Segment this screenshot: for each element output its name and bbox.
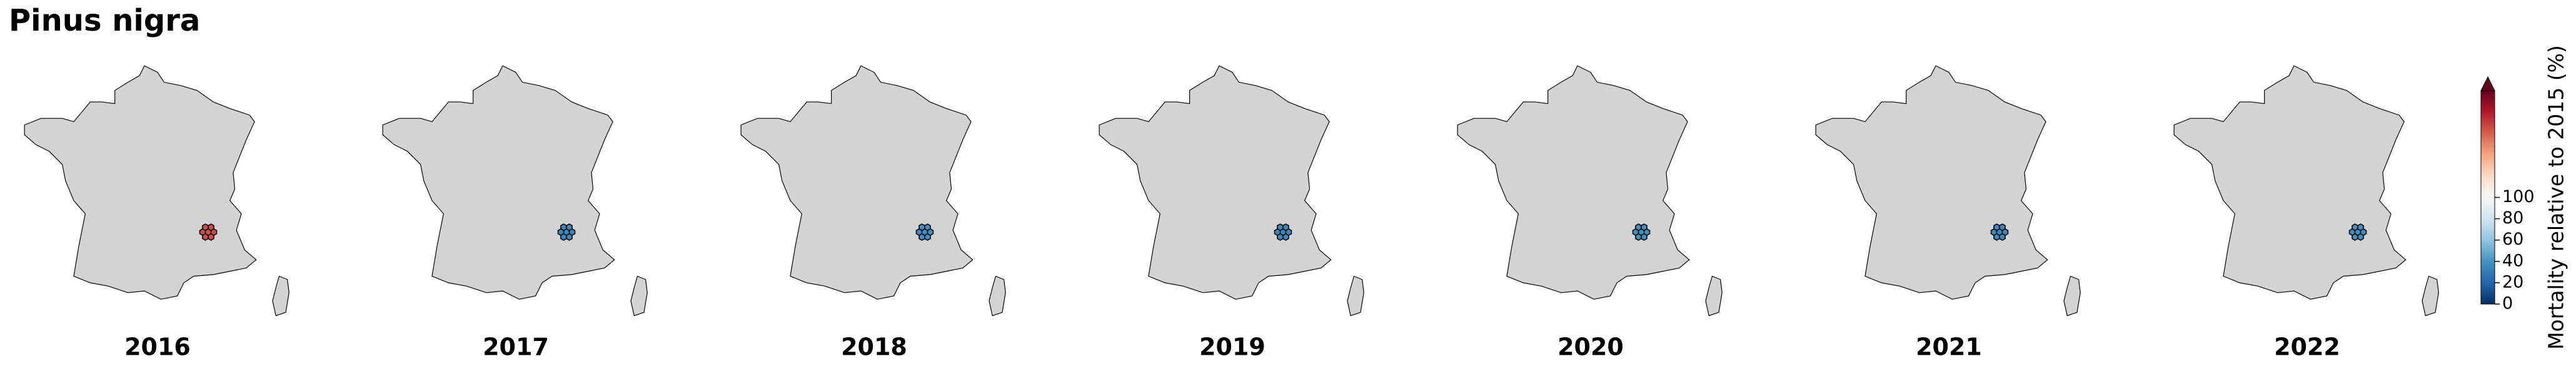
basemap xyxy=(1098,64,1365,317)
hex-cell-cluster xyxy=(1274,223,1292,241)
basemap xyxy=(381,64,648,317)
corsica-outline xyxy=(2421,275,2440,317)
year-label: 2017 xyxy=(483,333,549,361)
colorbar-body xyxy=(2480,90,2495,305)
map-panel: 2016 xyxy=(23,64,290,361)
year-label: 2016 xyxy=(124,333,191,361)
basemap xyxy=(23,64,290,317)
france-outline xyxy=(2173,64,2407,300)
france-outline xyxy=(1098,64,1332,300)
corsica-outline xyxy=(988,275,1007,317)
map-panel: 2017 xyxy=(381,64,648,361)
year-label: 2020 xyxy=(1557,333,1624,361)
map-panel: 2022 xyxy=(2173,64,2440,361)
basemap xyxy=(2173,64,2440,317)
hex-cell-cluster xyxy=(557,223,576,241)
hex-cell-cluster xyxy=(1990,223,2009,241)
colorbar-label: Mortality relative to 2015 (%) xyxy=(2544,45,2568,350)
hex-cell-cluster xyxy=(2348,223,2367,241)
france-outline xyxy=(1814,64,2048,300)
year-label: 2021 xyxy=(1916,333,1982,361)
france-outline xyxy=(381,64,615,300)
hex-cell-cluster xyxy=(199,223,218,241)
map-panel: 2021 xyxy=(1814,64,2081,361)
year-label: 2022 xyxy=(2274,333,2340,361)
hex-cell-cluster xyxy=(915,223,934,241)
map-panel: 2020 xyxy=(1456,64,1723,361)
colorbar-tick-label: 100 xyxy=(2502,187,2535,206)
year-label: 2019 xyxy=(1199,333,1265,361)
chart-title: Pinus nigra xyxy=(9,3,200,38)
corsica-outline xyxy=(271,275,290,317)
basemap xyxy=(1814,64,2081,317)
map-panel: 2018 xyxy=(740,64,1007,361)
france-outline xyxy=(23,64,257,300)
hex-cell-cluster xyxy=(1632,223,1651,241)
basemap xyxy=(740,64,1007,317)
map-panel: 2019 xyxy=(1098,64,1365,361)
france-outline xyxy=(1456,64,1690,300)
colorbar-tick-label: 40 xyxy=(2502,251,2523,270)
corsica-outline xyxy=(1704,275,1723,317)
colorbar-tick-label: 20 xyxy=(2502,272,2523,292)
corsica-outline xyxy=(630,275,648,317)
colorbar-tick-label: 0 xyxy=(2502,294,2513,313)
colorbar-extend xyxy=(2480,76,2495,91)
colorbar-tick-label: 80 xyxy=(2502,208,2523,228)
colorbar-tick-label: 60 xyxy=(2502,230,2523,249)
corsica-outline xyxy=(2063,275,2081,317)
colorbar: 0 20 40 60 80 100 Mortality relative to 2015 (… xyxy=(2480,45,2568,350)
basemap xyxy=(1456,64,1723,317)
year-label: 2018 xyxy=(841,333,907,361)
map-panels: 2016 2017 2018 2019 2020 2021 2022 xyxy=(23,64,2440,361)
corsica-outline xyxy=(1346,275,1365,317)
france-outline xyxy=(740,64,974,300)
